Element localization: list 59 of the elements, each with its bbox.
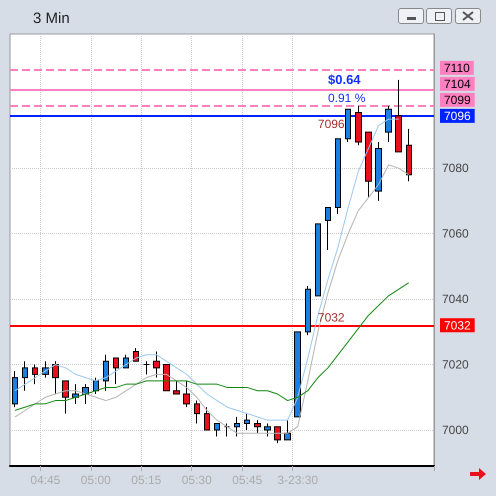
ref-line-label: 7032 [444,318,472,332]
annotation: $0.64 [328,72,362,87]
line-series [14,164,410,434]
y-tick-label: 7060 [442,226,470,241]
line-series [14,118,400,421]
candlestick [274,426,281,444]
candlestick [406,128,412,182]
x-tick-label: 04:45 [30,473,61,487]
candlestick [375,142,382,202]
candlestick [103,354,109,392]
candlestick [385,106,392,142]
candlestick [153,350,160,378]
candlestick [12,370,18,408]
candlestick [335,138,341,214]
candlestick [194,400,200,424]
candlestick [52,360,59,394]
x-tick-label: 05:00 [80,473,112,487]
candlestick [254,420,261,434]
annotation: 7032 [318,310,345,324]
candlestick [284,420,291,440]
chart-title: 3 Min [33,10,70,27]
candlestick [234,416,240,438]
ref-line-label: 7104 [444,76,472,91]
ref-line-label: 7099 [444,92,472,107]
x-tick-label: 3-23:30 [277,473,318,487]
y-tick-label: 7040 [442,292,470,306]
candlestick [294,331,301,418]
x-tick-label: 05:30 [182,473,212,487]
line-series [14,282,410,411]
candlestick [204,406,210,430]
candlestick [214,422,220,438]
candlestick [22,360,28,392]
candlestick [395,79,402,152]
candlestick [143,360,150,375]
annotation: 7096 [318,116,345,131]
candlestick [32,364,38,385]
candlestick [365,132,372,198]
candlestick [345,108,351,142]
candlestick [93,377,99,394]
candlestick [355,106,362,146]
y-tick-label: 7020 [442,358,470,372]
ref-line-label: 7110 [444,60,470,75]
candlestick [224,422,230,438]
x-tick-label: 05:45 [232,473,263,487]
y-tick-label: 7000 [442,423,470,437]
candlestick [82,384,89,404]
y-tick-label: 7080 [442,161,470,176]
candlestick [173,380,180,394]
candlestick [62,380,69,414]
candlestick [113,358,119,385]
candlestick [305,286,311,336]
candlestick [315,223,321,296]
candlestick [264,422,271,438]
candlestick [244,413,250,430]
ref-line-label: 7096 [444,108,472,123]
candlestick [325,206,331,250]
annotation: 0.91 % [328,90,366,105]
x-tick-label: 05:15 [131,473,162,487]
candlestick [183,380,190,408]
